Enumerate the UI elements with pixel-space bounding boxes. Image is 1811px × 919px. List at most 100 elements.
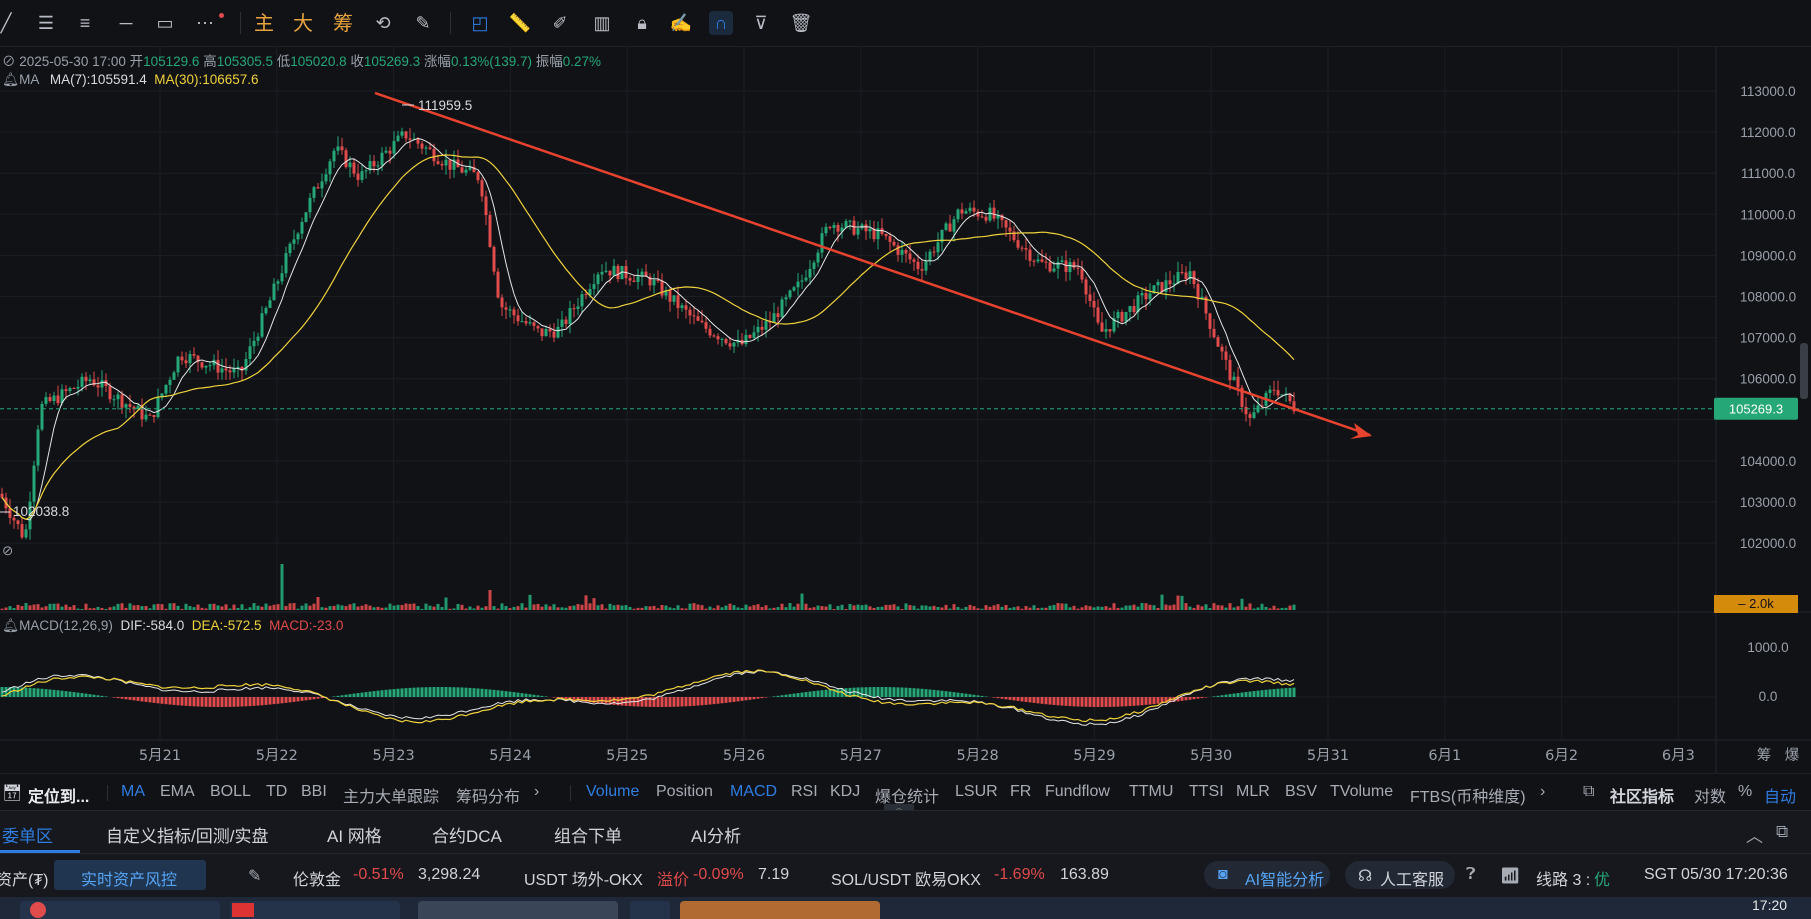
indicator-rsi[interactable]: RSI	[791, 783, 818, 800]
risk-button[interactable]	[54, 860, 206, 890]
horizontal-ray-icon[interactable]: ─	[119, 13, 133, 33]
main-indicator-button[interactable]: 主	[254, 11, 274, 35]
customer-service-button[interactable]	[1345, 861, 1455, 889]
customer-service-label[interactable]: 人工客服	[1380, 872, 1445, 889]
ai-analysis-label[interactable]: AI智能分析	[1245, 872, 1325, 889]
line-tool-icon[interactable]: ╱	[0, 13, 12, 33]
ai-analysis-button[interactable]	[1204, 861, 1330, 889]
taskbar-app-3[interactable]	[418, 901, 618, 919]
indicator-chip[interactable]: 筹码分布	[456, 789, 521, 806]
indicator-volume[interactable]: Volume	[586, 783, 640, 800]
indicator-td[interactable]: TD	[266, 783, 288, 800]
candle-body	[1024, 248, 1028, 250]
pen-icon[interactable]: ✐	[552, 13, 568, 33]
macd-histogram-bar	[188, 697, 192, 707]
horizontal-lines-icon[interactable]: ≡	[79, 13, 91, 33]
more-tools-icon[interactable]: ⋯	[196, 13, 214, 33]
popout-icon[interactable]: ⧉	[1776, 822, 1789, 841]
rectangle-icon[interactable]: ▭	[156, 13, 174, 33]
edit-icon[interactable]: ✎	[248, 868, 262, 885]
candlestick-icon[interactable]: ▥	[593, 13, 611, 33]
external-link-icon[interactable]: ⧉	[1583, 783, 1595, 800]
indicator-ema[interactable]: EMA	[160, 783, 195, 800]
taskbar-app-5[interactable]	[680, 901, 880, 919]
lock-icon[interactable]: 🔒︎	[637, 13, 647, 33]
indicator-macd[interactable]: MACD	[730, 783, 778, 800]
magnet-icon[interactable]: ∩	[709, 11, 733, 35]
panel-drag-handle[interactable]: ︿	[884, 804, 914, 812]
volume-bar	[852, 605, 856, 610]
auto-scale-toggle[interactable]: 自动	[1764, 789, 1797, 806]
large-order-button[interactable]: 大	[293, 11, 313, 35]
select-tool-icon[interactable]: ◰	[471, 13, 489, 33]
indicator-tvolume[interactable]: TVolume	[1330, 783, 1394, 800]
indicator-ttmu[interactable]: TTMU	[1129, 783, 1174, 800]
calendar-icon[interactable]: 📅︎	[2, 785, 23, 802]
risk-label[interactable]: 实时资产风控	[81, 872, 178, 889]
volume-bar	[276, 604, 280, 610]
macd-histogram-bar	[1240, 692, 1244, 697]
macd-histogram-bar	[236, 697, 240, 707]
indicator-mlr[interactable]: MLR	[1236, 783, 1270, 800]
price-chart[interactable]: 105269.3 113000.0 112000.0 111000.0 110000.0…	[0, 46, 1811, 773]
candle-body	[952, 219, 956, 232]
locate-button[interactable]: 定位到...	[28, 789, 90, 806]
indicator-liquidation[interactable]: 爆仓统计	[875, 789, 940, 806]
filter-icon[interactable]: ⊽	[754, 13, 768, 33]
indicator-ttsi[interactable]: TTSI	[1189, 783, 1224, 800]
usdt-premium-label: 溢价	[657, 872, 690, 889]
volume-collapse[interactable]: ⊘	[2, 543, 13, 559]
log-scale-toggle[interactable]: 对数	[1694, 789, 1727, 806]
volume-bar	[288, 603, 292, 610]
tab-custom-indicators[interactable]: 自定义指标/回测/实盘	[106, 827, 269, 846]
community-indicators[interactable]: 社区指标	[1610, 789, 1675, 806]
chip-distribution-button[interactable]: 筹	[333, 11, 353, 35]
help-icon[interactable]: ❓︎	[1466, 866, 1476, 883]
indicator-large-order[interactable]: 主力大单跟踪	[343, 789, 440, 806]
volume-bar	[848, 604, 852, 610]
candle-body	[1016, 240, 1020, 248]
chevron-right-icon-2[interactable]: ›	[1540, 783, 1546, 800]
replay-icon[interactable]: ⟲	[375, 13, 391, 33]
drawing-settings-icon[interactable]: ✎	[415, 13, 431, 33]
candle-body	[532, 322, 536, 326]
tab-combo-order[interactable]: 组合下单	[554, 827, 622, 846]
chevron-right-icon[interactable]: ›	[534, 783, 540, 800]
taskbar-app-4[interactable]	[630, 901, 670, 919]
percent-toggle[interactable]: %	[1738, 783, 1753, 800]
macd-histogram-bar	[688, 697, 692, 707]
volume-bar	[1012, 607, 1016, 610]
indicator-boll[interactable]: BOLL	[210, 783, 251, 800]
indicator-lsur[interactable]: LSUR	[955, 783, 998, 800]
usdt-name[interactable]: USDT 场外-OKX	[524, 872, 643, 889]
indicator-ftbs[interactable]: FTBS(币种维度)	[1410, 789, 1526, 806]
bell-icon[interactable]: 🔔︎	[2, 72, 20, 87]
taskbar-app-2[interactable]	[230, 901, 400, 919]
indicator-position[interactable]: Position	[656, 783, 713, 800]
collapse-chevron-icon[interactable]: ︿	[1746, 827, 1763, 846]
indicator-fr[interactable]: FR	[1010, 783, 1032, 800]
macd-bell-icon[interactable]: 🔔︎	[2, 618, 20, 633]
macd-histogram-bar	[536, 695, 540, 697]
tab-orders[interactable]: 委单区	[2, 827, 53, 846]
tab-ai-grid[interactable]: AI 网格	[327, 827, 382, 846]
tab-contract-dca[interactable]: 合约DCA	[432, 827, 502, 846]
line-label[interactable]: 线路 3 :	[1536, 872, 1591, 889]
low-value: 105020.8	[290, 54, 347, 69]
parallel-lines-icon[interactable]: ☰	[37, 13, 55, 33]
volume-bar	[948, 608, 952, 610]
indicator-bbi[interactable]: BBI	[301, 783, 327, 800]
ruler-icon[interactable]: 📏	[508, 13, 532, 33]
candle-body	[776, 313, 780, 318]
taskbar-app-browser[interactable]	[20, 901, 220, 919]
tab-ai-analysis[interactable]: AI分析	[691, 827, 742, 846]
indicator-fundflow[interactable]: Fundflow	[1045, 783, 1110, 800]
edit-list-icon[interactable]: ✍	[669, 13, 693, 33]
macd-histogram-bar	[36, 688, 40, 697]
indicator-kdj[interactable]: KDJ	[830, 783, 861, 800]
indicator-ma[interactable]: MA	[121, 783, 145, 800]
sol-name[interactable]: SOL/USDT 欧易OKX	[831, 872, 981, 889]
trash-icon[interactable]: 🗑︎	[789, 13, 813, 33]
gold-name[interactable]: 伦敦金	[293, 872, 342, 889]
indicator-bsv[interactable]: BSV	[1285, 783, 1318, 800]
